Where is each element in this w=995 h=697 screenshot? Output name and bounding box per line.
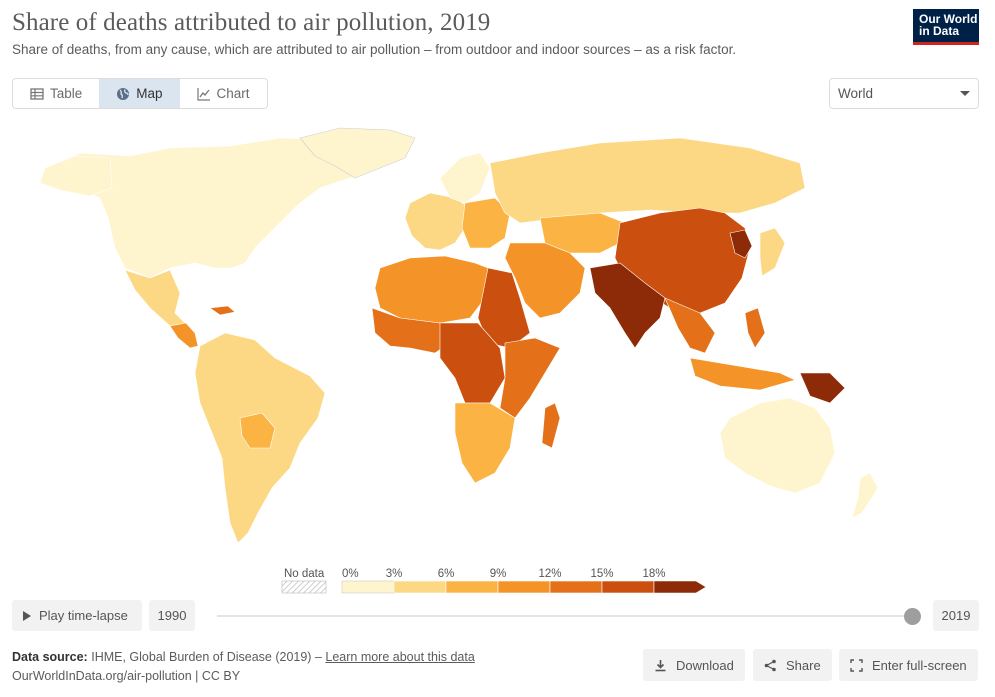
chevron-down-icon	[960, 91, 970, 96]
share-icon	[764, 659, 776, 671]
region-mexico[interactable]	[124, 269, 186, 327]
timeline-handle[interactable]	[904, 608, 921, 625]
region-north-africa[interactable]	[374, 255, 489, 324]
region-southeast-asia[interactable]	[664, 297, 716, 354]
tab-table-label: Table	[50, 86, 83, 101]
legend-bin-2	[445, 580, 499, 594]
region-bolivia[interactable]	[239, 412, 276, 449]
region-west-africa[interactable]	[371, 307, 451, 354]
map-legend: No data 0% 3% 6% 9% 12% 15% 18%	[281, 568, 707, 594]
legend-tick-label: 6%	[438, 568, 455, 580]
region-japan[interactable]	[759, 227, 786, 277]
region-alaska[interactable]	[39, 155, 113, 197]
region-korea[interactable]	[729, 229, 753, 259]
legend-tick-label: 12%	[538, 568, 561, 580]
tab-chart[interactable]: Chart	[180, 79, 267, 108]
region-greenland[interactable]	[299, 127, 416, 179]
fullscreen-button[interactable]: Enter full-screen	[839, 649, 978, 681]
play-timelapse-button[interactable]: Play time-lapse	[12, 600, 142, 631]
source-url[interactable]: OurWorldInData.org/air-pollution | CC BY	[12, 669, 241, 683]
world-map[interactable]	[0, 118, 995, 563]
tab-map[interactable]: Map	[99, 79, 180, 108]
footer-source: Data source: IHME, Global Burden of Dise…	[12, 648, 475, 686]
region-western-europe[interactable]	[404, 192, 471, 251]
region-madagascar[interactable]	[541, 402, 561, 449]
download-button[interactable]: Download	[643, 649, 745, 681]
legend-tick-label: 15%	[590, 568, 613, 580]
owid-logo[interactable]: Our World in Data	[913, 9, 979, 45]
legend-no-data-swatch	[281, 580, 327, 594]
legend-bin-6	[653, 580, 707, 594]
share-label: Share	[786, 657, 821, 673]
fullscreen-icon	[850, 658, 863, 672]
legend-tick-label: 9%	[490, 568, 507, 580]
table-icon	[30, 87, 44, 100]
region-middle-east[interactable]	[504, 242, 586, 319]
region-papua-new-guinea[interactable]	[799, 372, 846, 404]
tab-table[interactable]: Table	[13, 79, 99, 108]
legend-no-data-label: No data	[284, 568, 325, 580]
chart-title: Share of deaths attributed to air pollut…	[12, 9, 491, 36]
data-source-label: Data source:	[12, 650, 88, 664]
timeline: Play time-lapse 1990 2019	[12, 600, 979, 632]
region-new-zealand[interactable]	[851, 472, 879, 519]
legend-bin-5	[601, 580, 655, 594]
timeline-track[interactable]	[217, 615, 912, 617]
region-caribbean[interactable]	[209, 305, 236, 316]
download-icon	[655, 659, 666, 671]
learn-more-link[interactable]: Learn more about this data	[325, 650, 475, 664]
line-chart-icon	[196, 87, 210, 101]
legend-bin-0	[341, 580, 395, 594]
tab-map-label: Map	[136, 86, 163, 101]
data-source-text: IHME, Global Burden of Disease (2019) –	[91, 650, 322, 664]
region-east-africa[interactable]	[499, 337, 561, 419]
fullscreen-label: Enter full-screen	[872, 657, 967, 673]
play-timelapse-label: Play time-lapse	[39, 608, 128, 623]
region-north-america[interactable]	[44, 135, 396, 279]
region-india[interactable]	[589, 262, 666, 349]
region-central-america[interactable]	[169, 322, 199, 349]
legend-tick-label: 18%	[642, 568, 665, 580]
region-select[interactable]: World	[829, 78, 979, 109]
view-tabs: Table Map Chart	[12, 78, 268, 109]
region-scandinavia[interactable]	[439, 152, 491, 204]
legend-bin-3	[497, 580, 551, 594]
legend-tick-label: 3%	[386, 568, 403, 580]
end-year[interactable]: 2019	[933, 600, 979, 631]
region-indonesia[interactable]	[689, 357, 796, 391]
share-button[interactable]: Share	[753, 649, 832, 681]
legend-bin-1	[393, 580, 447, 594]
legend-bin-4	[549, 580, 603, 594]
chart-subtitle: Share of deaths, from any cause, which a…	[12, 42, 737, 57]
region-select-value: World	[838, 86, 874, 101]
logo-line-1: Our World	[919, 12, 978, 26]
logo-line-2: in Data	[919, 24, 960, 38]
start-year[interactable]: 1990	[149, 600, 195, 631]
play-icon	[23, 610, 31, 621]
region-southern-africa[interactable]	[454, 402, 516, 484]
region-russia[interactable]	[489, 137, 806, 224]
region-philippines[interactable]	[744, 307, 766, 349]
tab-chart-label: Chart	[216, 86, 250, 101]
download-label: Download	[676, 657, 734, 673]
region-eastern-europe[interactable]	[461, 197, 511, 249]
legend-tick-label: 0%	[342, 568, 359, 580]
globe-icon	[117, 87, 130, 100]
region-australia[interactable]	[719, 397, 836, 494]
